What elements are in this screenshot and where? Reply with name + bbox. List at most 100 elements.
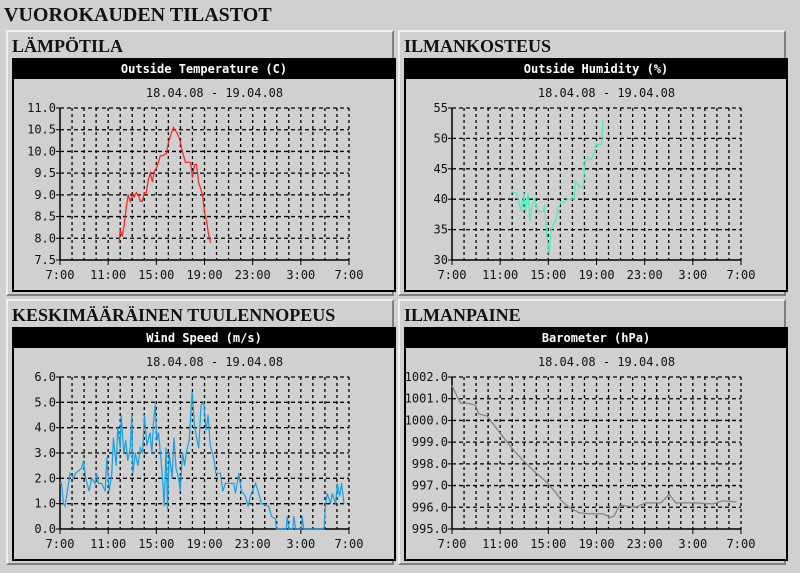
data-point — [195, 163, 197, 165]
data-point — [106, 457, 108, 459]
data-point — [139, 200, 141, 202]
data-point — [81, 467, 83, 469]
data-point — [555, 491, 557, 493]
data-point — [191, 176, 193, 178]
data-point — [573, 198, 575, 200]
data-point — [132, 472, 134, 474]
data-point — [208, 233, 210, 235]
x-tick-label: 11:00 — [482, 268, 518, 282]
data-point — [154, 404, 156, 406]
x-tick-label: 7:00 — [438, 268, 467, 282]
data-point — [199, 187, 201, 189]
data-point — [91, 477, 93, 479]
data-point — [590, 159, 592, 161]
data-point — [123, 452, 125, 454]
data-point — [153, 170, 155, 172]
x-tick-label: 7:00 — [727, 268, 756, 282]
data-point — [257, 490, 259, 492]
data-point — [66, 490, 68, 492]
data-point — [712, 503, 714, 505]
data-point — [200, 404, 202, 406]
y-tick-label: 30 — [434, 253, 448, 267]
x-tick-label: 11:00 — [90, 537, 126, 551]
panel-temperature: LÄMPÖTILA Outside Temperature (C) 18.04.… — [6, 30, 396, 296]
data-point — [545, 229, 547, 231]
data-point — [635, 506, 637, 508]
x-tick-label: 7:00 — [438, 537, 467, 551]
data-point — [520, 210, 522, 212]
data-point — [608, 517, 610, 519]
data-point — [668, 493, 670, 495]
y-tick-label: 999.0 — [412, 435, 448, 449]
data-point — [602, 119, 604, 121]
x-tick-label: 19:00 — [186, 537, 222, 551]
data-point — [222, 490, 224, 492]
x-tick-label: 3:00 — [678, 537, 707, 551]
data-point — [131, 194, 133, 196]
data-point — [94, 482, 96, 484]
y-tick-label: 5.0 — [34, 395, 56, 409]
x-tick-label: 15:00 — [530, 268, 566, 282]
data-point — [660, 502, 662, 504]
data-point — [574, 180, 576, 182]
x-tick-label: 15:00 — [530, 537, 566, 551]
data-point — [619, 504, 621, 506]
data-point — [542, 210, 544, 212]
wind-chart: 18.04.08 - 19.04.08 0.0 1.0 2.0 3.0 4.0 5.0 6.0… — [34, 355, 364, 551]
y-tick-label: 2.0 — [34, 471, 56, 485]
data-point — [163, 505, 165, 507]
y-tick-label: 8.5 — [34, 210, 56, 224]
data-point — [613, 515, 615, 517]
data-point — [141, 452, 143, 454]
data-point — [184, 161, 186, 163]
data-point — [151, 452, 153, 454]
data-point — [268, 505, 270, 507]
data-point — [197, 181, 199, 183]
data-point — [215, 472, 217, 474]
data-point — [167, 142, 169, 144]
panel-title: KESKIMÄÄRÄINEN TUULENNOPEUS — [12, 305, 336, 325]
data-point — [601, 513, 603, 515]
y-tick-label: 0.0 — [34, 522, 56, 536]
data-point — [474, 404, 476, 406]
data-point — [149, 432, 151, 434]
y-tick-label: 11.0 — [27, 101, 56, 115]
data-point — [139, 447, 141, 449]
y-tick-label: 998.0 — [412, 457, 448, 471]
data-point — [137, 465, 139, 467]
y-tick-label: 9.0 — [34, 188, 56, 202]
x-tick-label: 23:00 — [627, 268, 663, 282]
data-point — [156, 439, 158, 441]
data-point — [578, 512, 580, 514]
x-tick-label: 7:00 — [727, 537, 756, 551]
x-tick-label: 19:00 — [578, 268, 614, 282]
x-tick-label: 7:00 — [335, 537, 364, 551]
data-point — [510, 191, 512, 193]
y-tick-label: 10.5 — [27, 123, 56, 137]
data-point — [104, 490, 106, 492]
data-point — [521, 459, 523, 461]
data-point — [247, 505, 249, 507]
data-point — [645, 502, 647, 504]
chart-title: Wind Speed (m/s) — [14, 329, 394, 348]
data-point — [234, 493, 236, 495]
y-tick-label: 997.0 — [412, 479, 448, 493]
data-point — [336, 482, 338, 484]
y-tick-label: 995.0 — [412, 522, 448, 536]
data-point — [179, 490, 181, 492]
data-point — [224, 482, 226, 484]
data-point — [172, 127, 174, 129]
panel-title: ILMANKOSTEUS — [404, 36, 552, 56]
data-point — [168, 452, 170, 454]
data-point — [213, 457, 215, 459]
data-point — [596, 143, 597, 145]
data-point — [178, 477, 180, 479]
data-point — [607, 515, 609, 517]
data-point — [233, 482, 235, 484]
data-point — [260, 503, 262, 505]
data-point — [175, 131, 177, 133]
data-point — [331, 493, 333, 495]
data-point — [285, 528, 287, 530]
date-range-label: 18.04.08 - 19.04.08 — [538, 355, 675, 369]
x-tick-label: 11:00 — [482, 537, 518, 551]
